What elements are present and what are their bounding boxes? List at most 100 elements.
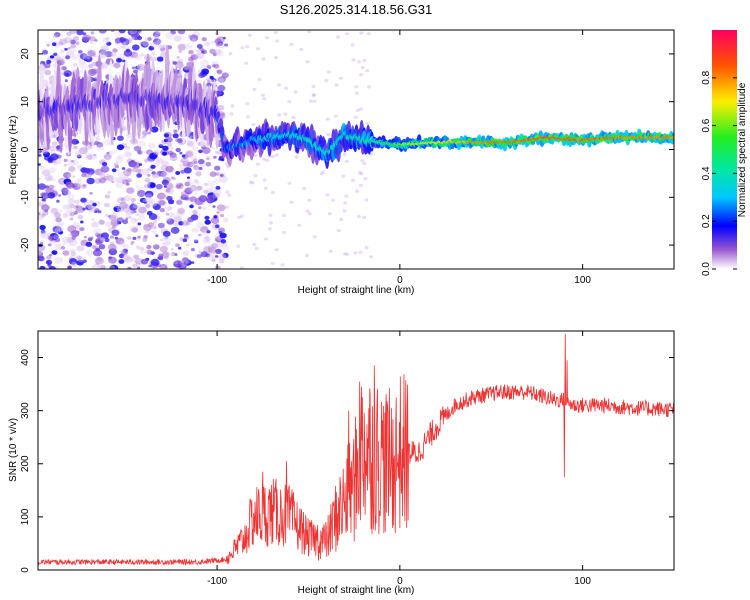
- noise-blob: [117, 135, 124, 141]
- noise-blob: [56, 199, 60, 203]
- noise-blob: [131, 159, 135, 163]
- noise-blob: [86, 154, 93, 160]
- x-tick-label: 0: [397, 576, 403, 587]
- noise-blob: [87, 205, 97, 213]
- noise-blob: [69, 248, 76, 254]
- noise-blob: [277, 113, 282, 117]
- noise-blob: [244, 61, 249, 65]
- noise-blob: [123, 151, 133, 158]
- noise-blob: [180, 156, 190, 164]
- noise-blob: [137, 222, 142, 226]
- noise-blob: [125, 217, 129, 220]
- noise-blob: [85, 249, 94, 256]
- noise-blob: [153, 149, 160, 155]
- noise-blob: [78, 62, 87, 69]
- noise-blob: [111, 168, 117, 173]
- noise-blob: [100, 265, 106, 269]
- noise-blob: [342, 209, 347, 213]
- noise-blob: [353, 251, 358, 255]
- noise-blob: [287, 100, 292, 104]
- noise-blob: [138, 206, 147, 214]
- noise-blob: [289, 42, 294, 47]
- noise-blob: [173, 129, 178, 133]
- noise-blob: [62, 213, 69, 219]
- noise-blob: [69, 47, 77, 53]
- noise-blob: [369, 255, 374, 259]
- noise-blob: [101, 37, 110, 44]
- noise-blob: [196, 229, 200, 232]
- noise-blob: [274, 153, 279, 157]
- noise-blob: [256, 162, 260, 166]
- noise-blob: [38, 177, 41, 181]
- noise-blob: [148, 264, 152, 268]
- noise-blob: [115, 177, 124, 184]
- noise-blob: [312, 93, 317, 97]
- noise-blob: [133, 218, 139, 222]
- noise-blob: [187, 176, 190, 179]
- noise-blob: [362, 162, 367, 166]
- noise-blob: [47, 157, 53, 162]
- noise-blob: [364, 246, 369, 250]
- noise-blob: [71, 236, 77, 240]
- noise-blob: [99, 236, 106, 242]
- noise-blob: [98, 49, 107, 56]
- noise-blob: [58, 227, 64, 232]
- noise-blob: [269, 221, 273, 225]
- noise-blob: [69, 258, 78, 265]
- noise-blob: [61, 187, 69, 194]
- noise-blob: [152, 220, 157, 224]
- noise-blob: [137, 246, 142, 250]
- noise-blob: [184, 259, 190, 264]
- noise-blob: [94, 257, 104, 265]
- noise-blob: [38, 249, 43, 255]
- noise-blob: [213, 155, 217, 159]
- noise-blob: [123, 49, 133, 57]
- noise-blob: [140, 136, 145, 140]
- noise-blob: [185, 221, 190, 225]
- noise-blob: [219, 173, 224, 177]
- noise-blob: [212, 52, 217, 57]
- noise-blob: [155, 183, 163, 190]
- noise-blob: [133, 254, 140, 260]
- noise-blob: [158, 44, 164, 49]
- noise-blob: [141, 258, 149, 265]
- noise-blob: [341, 174, 346, 178]
- noise-blob: [53, 234, 60, 240]
- noise-blob: [113, 162, 119, 166]
- noise-blob: [190, 248, 195, 252]
- noise-blob: [188, 50, 194, 55]
- noise-blob: [204, 219, 211, 225]
- noise-blob: [38, 250, 44, 258]
- colorbar-tick-label: 0.0: [701, 262, 712, 276]
- noise-blob: [98, 30, 107, 34]
- noise-blob: [344, 159, 349, 163]
- noise-blob: [106, 151, 110, 155]
- snr-panel: -100 0 100 0 100 200 300 400 Height of straigh…: [8, 330, 675, 596]
- noise-blob: [66, 208, 73, 214]
- noise-blob: [93, 153, 97, 157]
- noise-blob: [93, 228, 102, 236]
- noise-blob: [355, 189, 360, 193]
- noise-blob: [312, 235, 317, 239]
- noise-blob: [218, 227, 226, 233]
- noise-blob: [79, 150, 83, 154]
- noise-blob: [162, 230, 171, 237]
- noise-blob: [174, 261, 178, 265]
- noise-blob: [176, 56, 180, 59]
- noise-blob: [198, 248, 202, 252]
- noise-blob: [136, 173, 143, 178]
- noise-blob: [227, 193, 232, 197]
- noise-blob: [45, 259, 53, 265]
- noise-blob: [76, 259, 84, 266]
- noise-blob: [54, 243, 63, 251]
- spectrogram-y-label: Frequency (Hz): [8, 116, 19, 185]
- noise-blob: [38, 154, 42, 157]
- noise-blob: [180, 159, 185, 164]
- noise-blob: [273, 30, 278, 35]
- y-tick-label: 0: [20, 567, 31, 573]
- noise-blob: [77, 214, 84, 220]
- chart-title: S126.2025.314.18.56.G31: [280, 2, 433, 17]
- noise-blob: [262, 157, 267, 161]
- y-tick-label: -20: [20, 237, 31, 252]
